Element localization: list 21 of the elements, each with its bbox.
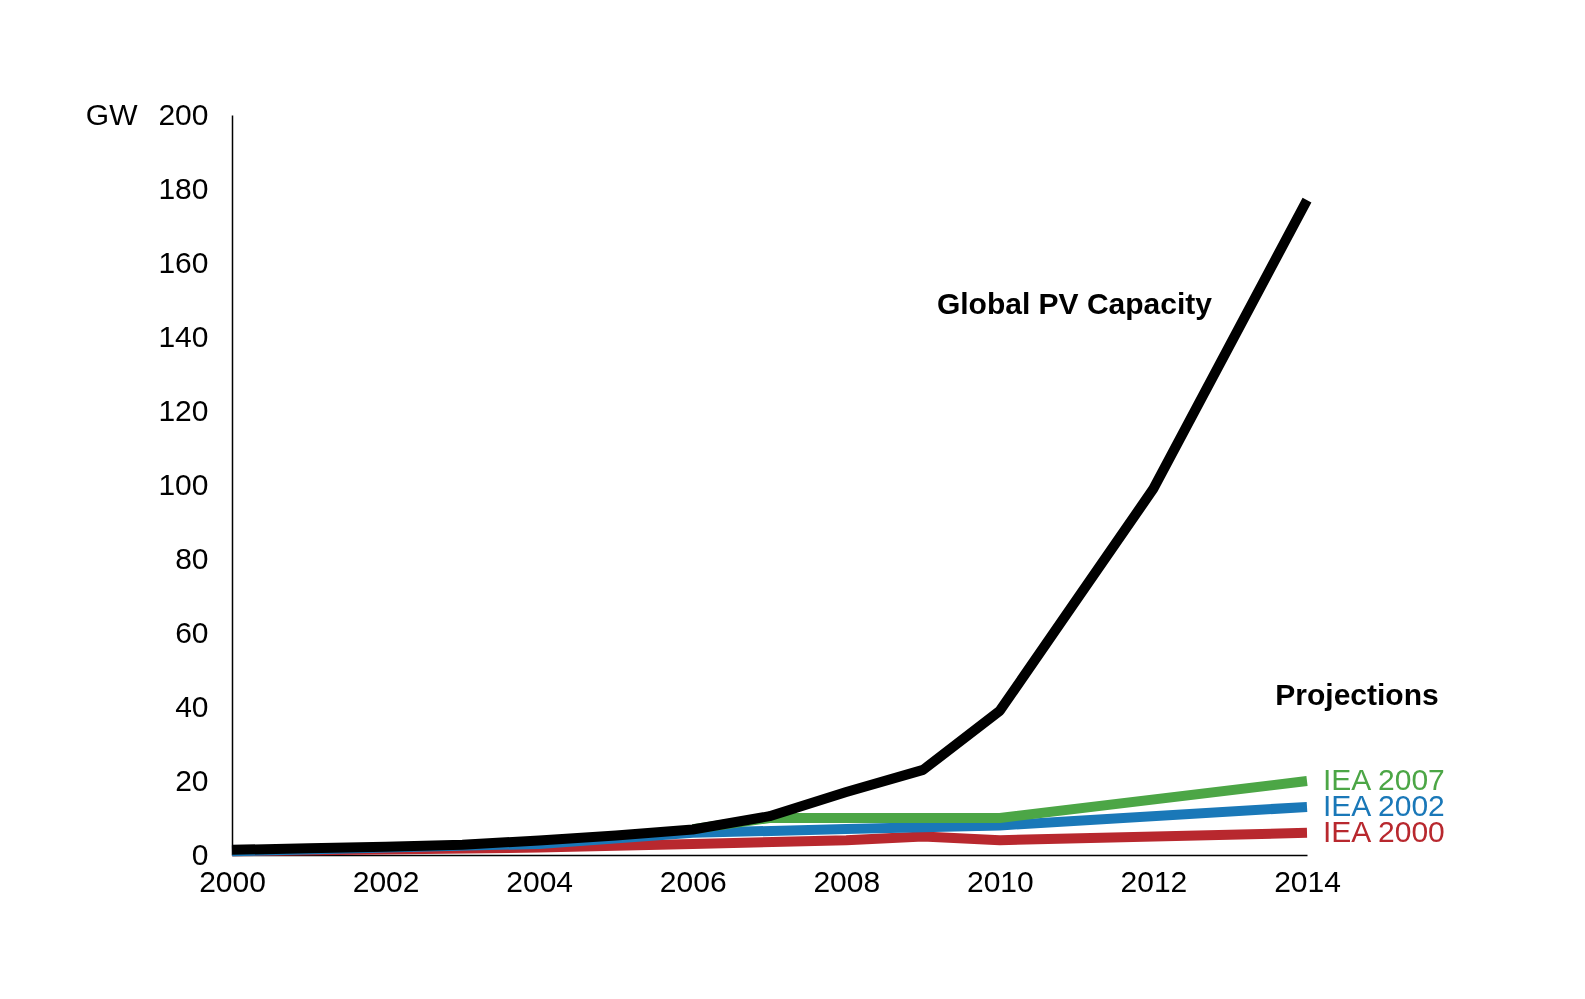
x-tick-label: 2004 bbox=[506, 864, 574, 898]
x-tick-label: 2010 bbox=[966, 864, 1034, 898]
annotation: Projections bbox=[1275, 677, 1439, 711]
y-tick-label: 20 bbox=[175, 763, 209, 797]
y-tick-label: 120 bbox=[158, 393, 209, 427]
x-tick-label: 2002 bbox=[352, 864, 420, 898]
x-tick-label: 2006 bbox=[659, 864, 727, 898]
y-tick-label: 100 bbox=[158, 467, 209, 501]
y-tick-label: 40 bbox=[175, 689, 209, 723]
y-tick-label: 80 bbox=[175, 541, 209, 575]
y-tick-label: 200 bbox=[158, 97, 209, 131]
x-tick-label: 2008 bbox=[813, 864, 881, 898]
y-tick-label: 60 bbox=[175, 615, 209, 649]
y-tick-label: 180 bbox=[158, 171, 209, 205]
series-label: IEA 2007 bbox=[1323, 763, 1445, 796]
x-tick-label: 2014 bbox=[1274, 864, 1341, 898]
y-axis-title: GW bbox=[85, 97, 139, 131]
y-tick-label: 160 bbox=[158, 245, 209, 279]
x-tick-label: 2012 bbox=[1120, 864, 1188, 898]
y-tick-label: 140 bbox=[158, 319, 209, 353]
series-label: Global PV Capacity bbox=[936, 287, 1213, 321]
